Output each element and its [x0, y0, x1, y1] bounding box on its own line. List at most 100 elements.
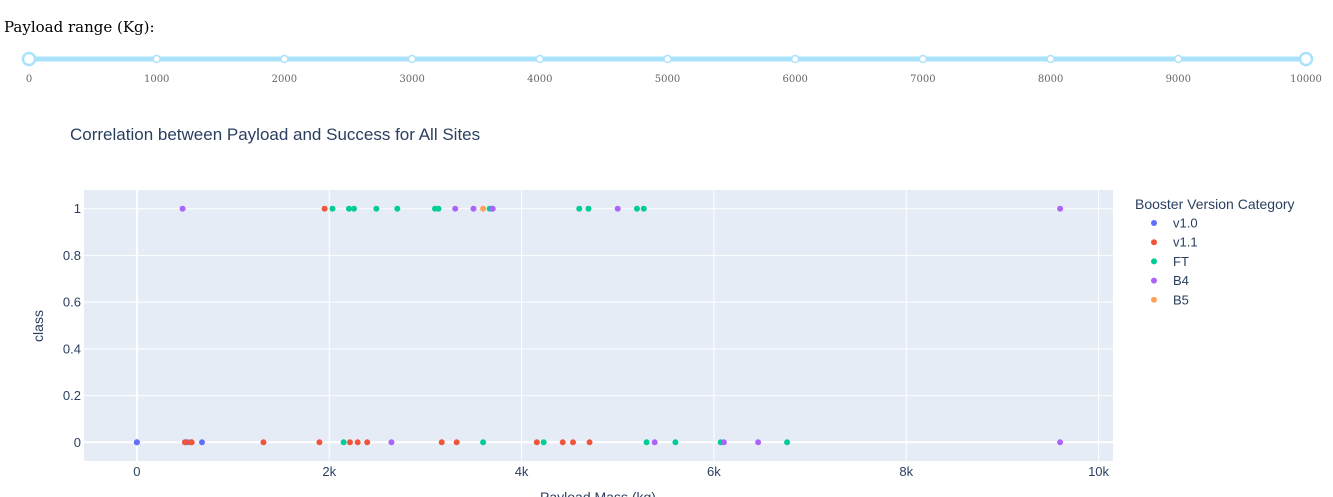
data-point[interactable]	[640, 205, 647, 212]
slider-mark-dot	[663, 54, 672, 64]
x-tick-label: 4k	[515, 464, 529, 479]
series-B4[interactable]	[179, 205, 1064, 446]
data-point[interactable]	[432, 205, 439, 212]
legend-label: B4	[1173, 273, 1189, 288]
data-point[interactable]	[1057, 439, 1064, 446]
data-point[interactable]	[188, 439, 195, 446]
legend-item[interactable]: B4	[1151, 273, 1189, 288]
data-point[interactable]	[570, 439, 577, 446]
slider-mark-dot	[1046, 54, 1055, 64]
data-point[interactable]	[340, 439, 347, 446]
data-point[interactable]	[354, 439, 361, 446]
data-point[interactable]	[489, 205, 496, 212]
y-axis-ticks: 0 0.2 0.4 0.6 0.8 1	[63, 201, 81, 450]
data-point[interactable]	[480, 439, 487, 446]
series-v1-1[interactable]	[181, 205, 593, 446]
legend-title: Booster Version Category	[1135, 196, 1295, 212]
data-point[interactable]	[452, 205, 459, 212]
data-point[interactable]	[576, 205, 583, 212]
x-tick-label: 10k	[1088, 464, 1109, 479]
slider-mark-dot	[407, 54, 417, 64]
x-tick-label: 0	[133, 464, 140, 479]
legend-items[interactable]: v1.0 v1.1 FT B4 B5	[1151, 216, 1198, 308]
y-tick-label: 0	[74, 435, 81, 450]
payload-range-slider[interactable]: 0 1000 2000 3000 4000 5000 6000 7000 8000 9000 100…	[0, 0, 1333, 110]
slider-mark-label: 2000	[272, 74, 297, 85]
data-point[interactable]	[651, 439, 658, 446]
slider-min-handle[interactable]	[21, 51, 37, 67]
legend-label: v1.1	[1173, 235, 1198, 250]
legend-marker	[1151, 220, 1157, 226]
legend-marker	[1151, 277, 1157, 284]
data-point[interactable]	[321, 205, 328, 212]
slider-mark-dot	[535, 54, 545, 64]
data-point[interactable]	[633, 205, 640, 212]
slider-mark-label: 5000	[655, 74, 680, 85]
data-point[interactable]	[329, 205, 336, 212]
legend-item[interactable]: v1.1	[1151, 235, 1198, 250]
payload-range-label: Payload range (Kg):	[4, 18, 155, 36]
slider-handles[interactable]	[21, 51, 1314, 67]
data-point[interactable]	[179, 205, 186, 212]
slider-max-handle[interactable]	[1298, 51, 1314, 67]
data-point[interactable]	[133, 439, 140, 446]
slider-mark-label: 8000	[1038, 74, 1063, 85]
data-point[interactable]	[480, 205, 487, 212]
data-point[interactable]	[388, 439, 395, 446]
data-point[interactable]	[643, 439, 650, 446]
legend-marker	[1151, 258, 1157, 265]
data-point[interactable]	[586, 439, 593, 446]
data-point[interactable]	[181, 439, 188, 446]
slider-mark-label: 6000	[782, 74, 807, 85]
data-point[interactable]	[345, 205, 352, 212]
legend[interactable]: Booster Version Category v1.0 v1.1 FT B4 B5	[1135, 196, 1295, 307]
data-point[interactable]	[453, 439, 460, 446]
data-point[interactable]	[784, 439, 791, 446]
data-point[interactable]	[672, 439, 679, 446]
series-B5[interactable]	[480, 205, 487, 212]
x-tick-label: 8k	[899, 464, 913, 479]
data-point[interactable]	[198, 439, 205, 446]
data-point[interactable]	[614, 205, 621, 212]
data-point[interactable]	[364, 439, 371, 446]
slider-mark-label: 4000	[527, 74, 552, 85]
y-tick-label: 0.2	[63, 388, 81, 403]
slider-mark-dot	[918, 54, 928, 64]
slider-mark-dot	[280, 54, 289, 64]
legend-label: v1.0	[1173, 216, 1198, 231]
data-point[interactable]	[720, 439, 727, 446]
legend-item[interactable]: FT	[1151, 254, 1189, 269]
data-point[interactable]	[470, 205, 477, 212]
data-point[interactable]	[755, 439, 762, 446]
slider-mark-label: 9000	[1166, 74, 1191, 85]
slider-mark-dot	[790, 54, 800, 64]
data-point[interactable]	[438, 439, 445, 446]
data-point[interactable]	[585, 205, 592, 212]
data-point[interactable]	[373, 205, 380, 212]
x-tick-label: 2k	[322, 464, 336, 479]
data-points[interactable]	[133, 205, 1064, 446]
data-point[interactable]	[350, 205, 357, 212]
legend-label: FT	[1173, 254, 1189, 269]
data-point[interactable]	[533, 439, 540, 446]
y-axis-label: class	[30, 310, 46, 342]
legend-item[interactable]: B5	[1151, 292, 1189, 307]
slider-mark-label: 1000	[144, 74, 169, 85]
data-point[interactable]	[540, 439, 547, 446]
data-point[interactable]	[260, 439, 267, 446]
data-point[interactable]	[394, 205, 401, 212]
data-point[interactable]	[1057, 205, 1064, 212]
data-point[interactable]	[559, 439, 566, 446]
y-tick-label: 0.6	[63, 295, 81, 310]
legend-marker	[1151, 296, 1157, 303]
slider-mark-label: 0	[26, 74, 32, 85]
x-axis-label: Payload Mass (kg)	[540, 489, 656, 497]
x-tick-label: 6k	[707, 464, 721, 479]
legend-item[interactable]: v1.0	[1151, 216, 1198, 231]
data-point[interactable]	[347, 439, 354, 446]
data-point[interactable]	[316, 439, 323, 446]
plot-area[interactable]	[84, 190, 1113, 461]
slider-mark-label: 3000	[399, 74, 424, 85]
slider-marks: 0 1000 2000 3000 4000 5000 6000 7000 8000 9000 100…	[26, 54, 1322, 85]
